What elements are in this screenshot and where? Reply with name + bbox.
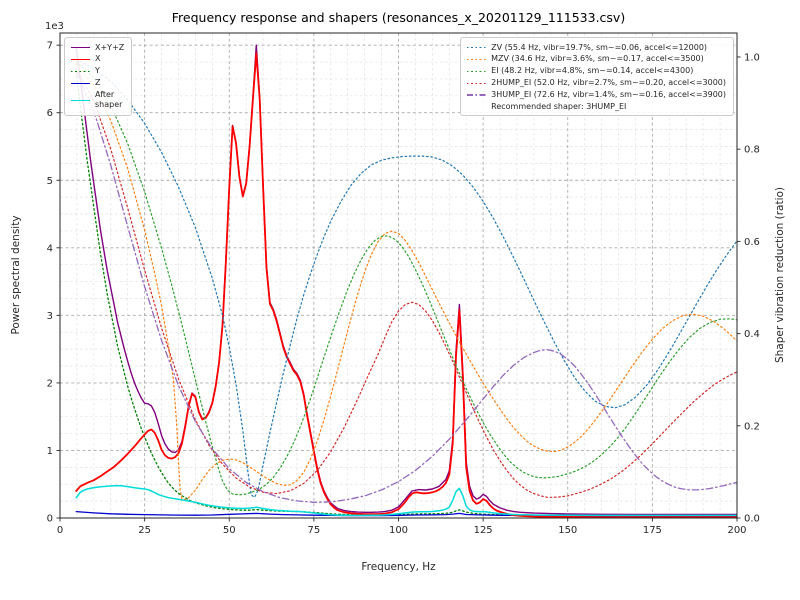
legend-psd: X+Y+Z X Y Z After shaper — [64, 37, 133, 117]
tick-label: 25 — [138, 525, 151, 536]
tick-label: 0 — [47, 514, 53, 525]
legend-label: Y — [95, 66, 100, 76]
legend-line-sample — [71, 58, 90, 61]
legend-label: Z — [95, 78, 101, 88]
legend-line-sample — [71, 82, 90, 85]
series-3hump-ei — [75, 71, 737, 503]
legend-line-sample — [467, 46, 487, 49]
legend-line-sample — [71, 70, 90, 73]
legend-label: X — [95, 54, 101, 64]
legend-line-sample — [71, 46, 90, 49]
legend-label: 3HUMP_EI (72.6 Hz, vibr=1.4%, sm~=0.16, … — [491, 90, 726, 100]
tick-label: 3 — [47, 311, 53, 322]
tick-label: 100 — [389, 525, 408, 536]
legend-item: EI (48.2 Hz, vibr=4.8%, sm~=0.14, accel<… — [467, 66, 726, 76]
legend-item: Z — [71, 78, 124, 88]
tick-label: 50 — [223, 525, 236, 536]
legend-item: ZV (55.4 Hz, vibr=19.7%, sm~=0.06, accel… — [467, 43, 726, 53]
tick-label: 1 — [47, 446, 53, 457]
series-mzv — [75, 63, 737, 501]
tick-label: 200 — [727, 525, 746, 536]
series-after-shaper — [75, 484, 737, 517]
series-ei — [75, 60, 737, 496]
legend-item: X — [71, 54, 124, 64]
legend-line-sample — [467, 70, 487, 73]
tick-label: 125 — [474, 525, 493, 536]
legend-label: MZV (34.6 Hz, vibr=3.6%, sm~=0.17, accel… — [491, 54, 704, 64]
tick-label: 175 — [643, 525, 662, 536]
legend-item: MZV (34.6 Hz, vibr=3.6%, sm~=0.17, accel… — [467, 54, 726, 64]
tick-label: 0.4 — [744, 329, 760, 340]
tick-label: 0 — [57, 525, 63, 536]
tick-label: 0.8 — [744, 145, 760, 156]
legend-line-sample — [467, 82, 487, 85]
tick-label: 75 — [308, 525, 321, 536]
x-axis-label: Frequency, Hz — [361, 561, 436, 573]
legend-label: EI (48.2 Hz, vibr=4.8%, sm~=0.14, accel<… — [491, 66, 694, 76]
tick-label: 5 — [47, 176, 53, 187]
legend-item: 3HUMP_EI (72.6 Hz, vibr=1.4%, sm~=0.16, … — [467, 90, 726, 100]
legend-line-sample — [71, 99, 90, 102]
series-2hump-ei — [75, 67, 737, 498]
y-axis-offset-label: 1e3 — [45, 21, 64, 32]
chart-title: Frequency response and shapers (resonanc… — [171, 10, 626, 25]
legend-line-sample — [467, 94, 487, 97]
legend-label: After shaper — [95, 90, 123, 110]
legend-item: X+Y+Z — [71, 43, 124, 53]
tick-label: 0.0 — [744, 514, 760, 525]
tick-label: 0.6 — [744, 237, 760, 248]
legend-item: After shaper — [71, 90, 124, 111]
legend-item: 2HUMP_EI (52.0 Hz, vibr=2.7%, sm~=0.20, … — [467, 78, 726, 88]
series-zv — [75, 58, 737, 498]
legend-shapers: ZV (55.4 Hz, vibr=19.7%, sm~=0.06, accel… — [460, 37, 734, 117]
legend-item: Y — [71, 66, 124, 76]
series-y — [75, 71, 737, 517]
tick-label: 0.2 — [744, 421, 760, 432]
recommended-shaper-note: Recommended shaper: 3HUMP_EI — [491, 102, 627, 112]
legend-line-sample — [467, 58, 487, 61]
series-x — [75, 52, 737, 518]
tick-label: 150 — [558, 525, 577, 536]
tick-label: 6 — [47, 108, 53, 119]
legend-label: 2HUMP_EI (52.0 Hz, vibr=2.7%, sm~=0.20, … — [491, 78, 726, 88]
tick-label: 4 — [47, 243, 53, 254]
tick-label: 2 — [47, 378, 53, 389]
tick-label: 7 — [47, 41, 53, 52]
legend-label: ZV (55.4 Hz, vibr=19.7%, sm~=0.06, accel… — [491, 42, 708, 52]
legend-label: X+Y+Z — [95, 42, 125, 52]
tick-label: 1.0 — [744, 52, 760, 63]
